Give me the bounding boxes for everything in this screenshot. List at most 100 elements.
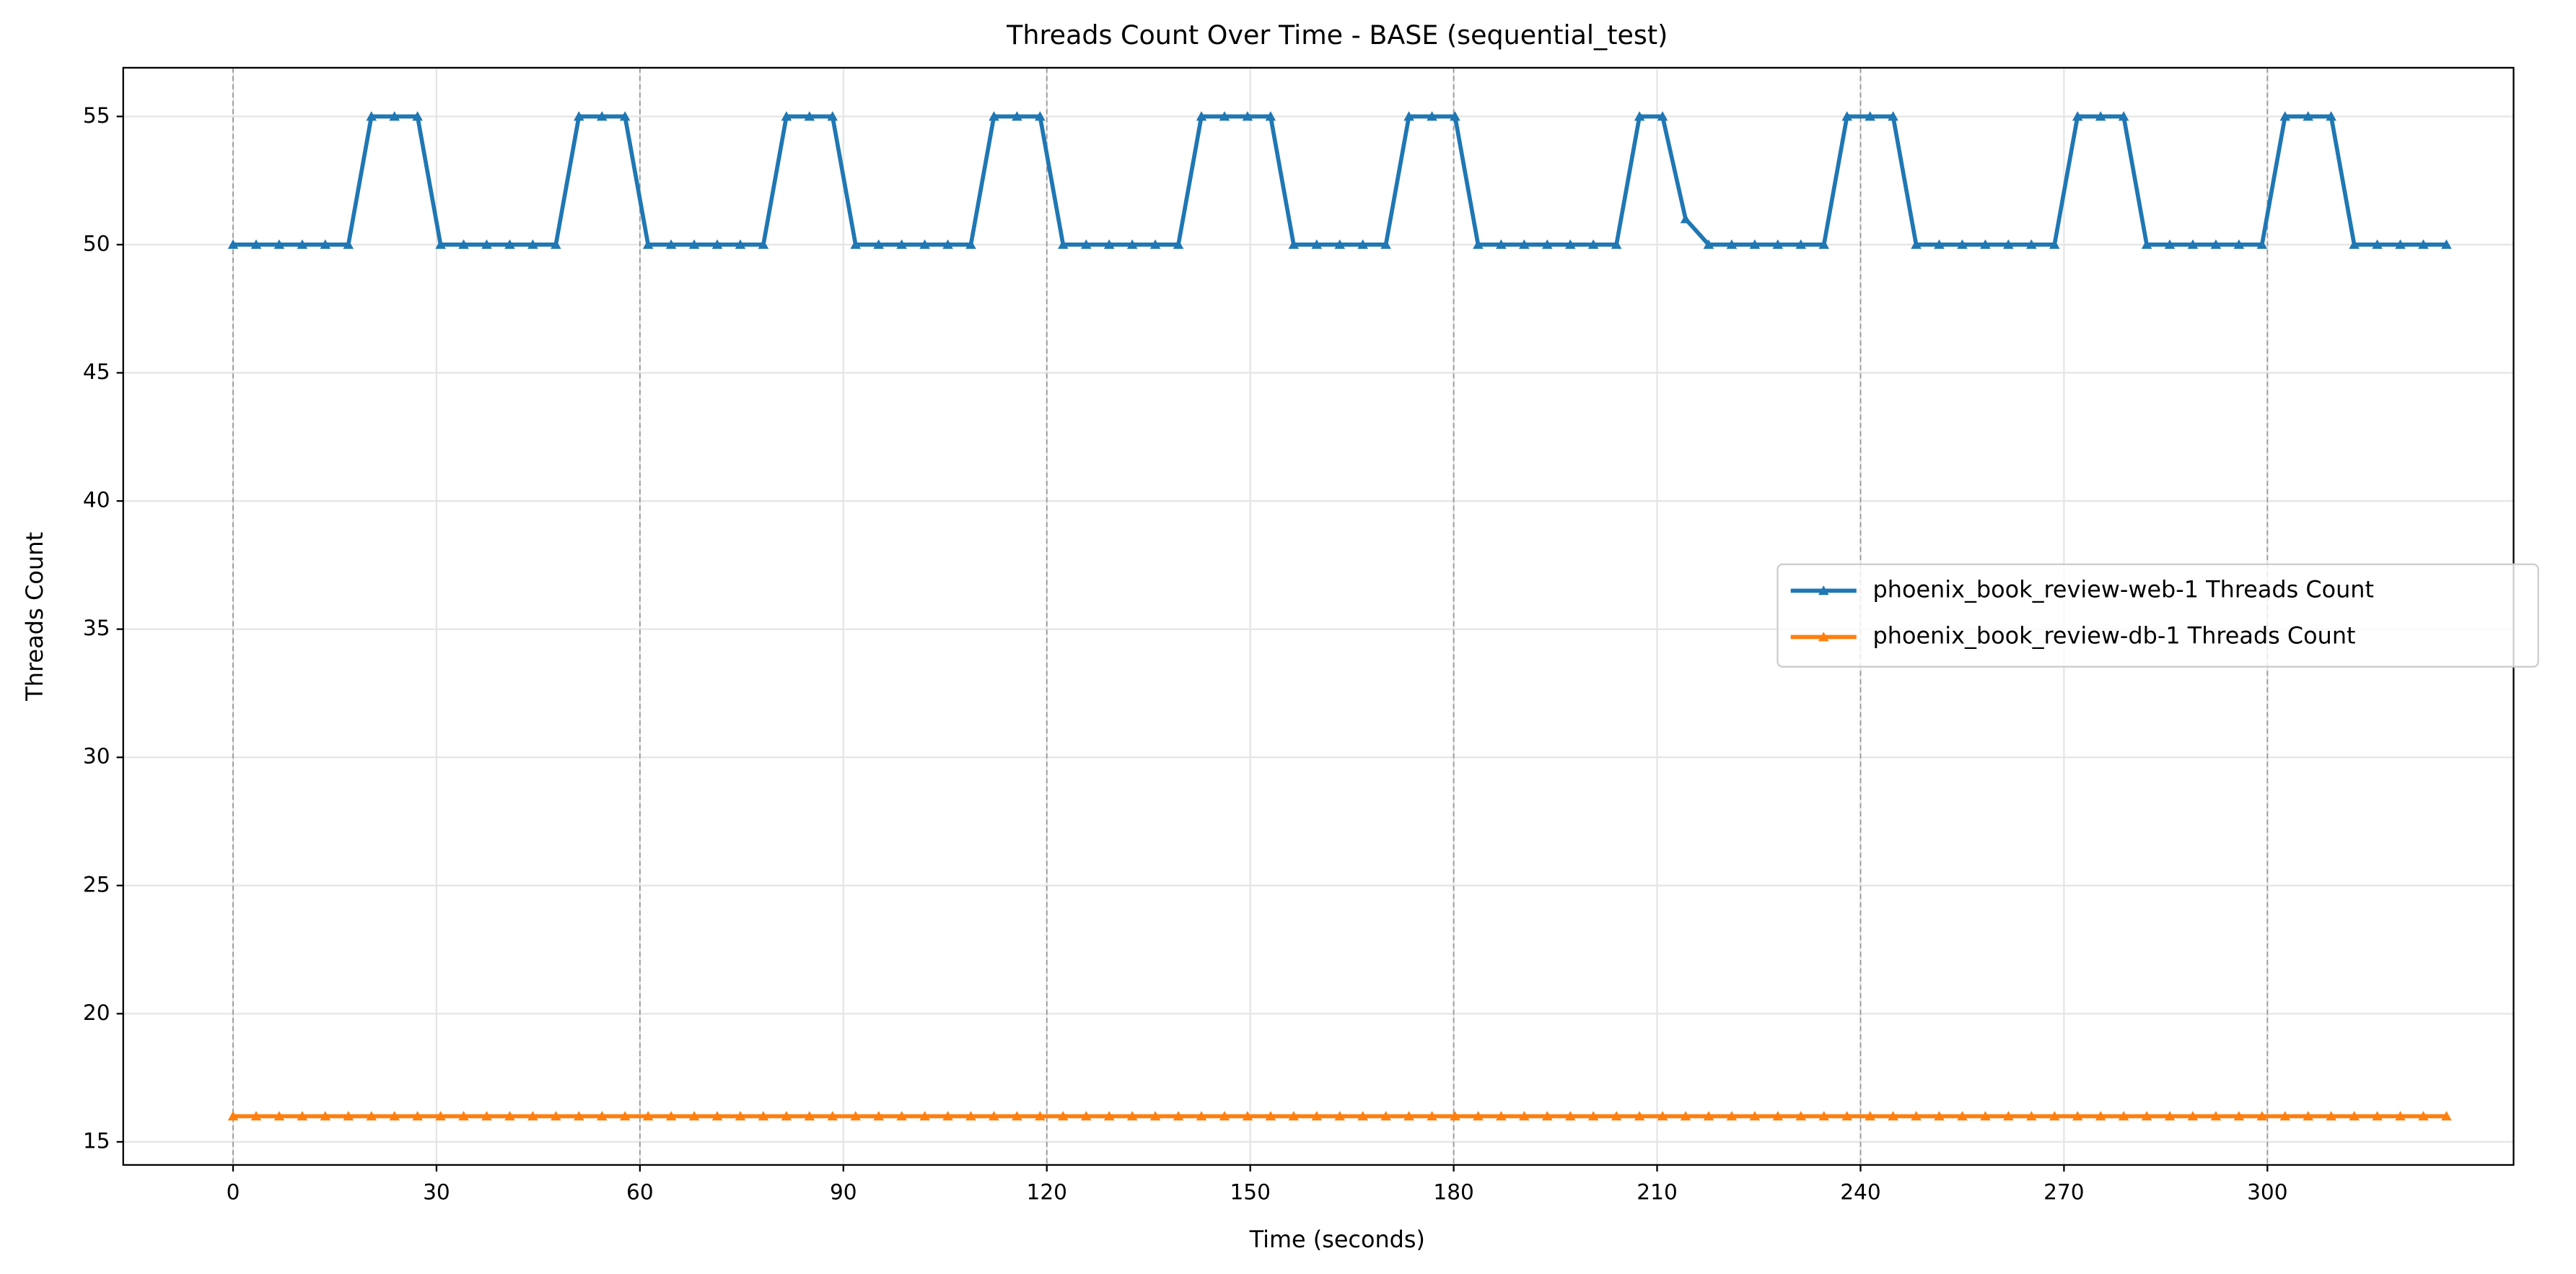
data-point — [2418, 1111, 2429, 1121]
data-point — [2187, 239, 2199, 249]
data-point — [2256, 239, 2268, 249]
data-point — [297, 239, 308, 249]
data-point — [481, 1111, 492, 1121]
y-tick-label: 40 — [83, 487, 110, 512]
data-point — [1980, 239, 1991, 249]
legend-label: phoenix_book_review-db-1 Threads Count — [1873, 621, 2356, 649]
y-tick-label: 55 — [83, 102, 110, 128]
data-point — [1703, 239, 1714, 249]
data-point — [1219, 1111, 1230, 1121]
data-point — [1058, 239, 1069, 249]
data-point — [551, 1111, 561, 1121]
data-point — [1634, 1111, 1645, 1121]
data-point — [366, 1111, 377, 1121]
data-point — [1196, 1111, 1207, 1121]
data-point — [642, 239, 654, 249]
data-point — [735, 239, 746, 249]
data-point — [1103, 239, 1115, 249]
data-point — [1749, 239, 1761, 249]
data-point — [2210, 239, 2222, 249]
x-tick-label: 240 — [1840, 1179, 1880, 1204]
data-point — [343, 1111, 354, 1121]
data-point — [2233, 1111, 2245, 1121]
y-axis-label: Threads Count — [21, 532, 48, 702]
data-point — [1149, 239, 1161, 249]
data-point — [642, 1111, 654, 1121]
data-point — [1080, 1111, 1092, 1121]
data-point — [1334, 1111, 1346, 1121]
x-tick-label: 270 — [2043, 1179, 2084, 1204]
data-point — [2349, 1111, 2360, 1121]
chart-title: Threads Count Over Time - BASE (sequenti… — [1006, 19, 1668, 51]
data-point — [1196, 111, 1207, 121]
data-point — [458, 1111, 469, 1121]
data-point — [1496, 239, 1507, 249]
data-point — [827, 111, 838, 121]
x-tick-label: 0 — [227, 1179, 240, 1204]
data-point — [896, 239, 907, 249]
data-point — [1403, 111, 1414, 121]
data-point — [850, 1111, 862, 1121]
data-point — [1726, 239, 1738, 249]
data-point — [1772, 239, 1784, 249]
data-point — [574, 1111, 584, 1121]
data-point — [2026, 1111, 2037, 1121]
data-point — [2164, 239, 2176, 249]
data-point — [2141, 239, 2152, 249]
data-point — [2095, 111, 2106, 121]
data-point — [527, 239, 538, 249]
data-point — [1772, 1111, 1784, 1121]
data-point — [965, 1111, 976, 1121]
data-point — [1564, 1111, 1576, 1121]
data-point — [1265, 1111, 1276, 1121]
legend-label: phoenix_book_review-web-1 Threads Count — [1873, 575, 2374, 603]
data-point — [1380, 239, 1391, 249]
data-point — [804, 111, 815, 121]
y-tick-label: 35 — [83, 615, 110, 640]
data-point — [989, 1111, 999, 1121]
y-tick-label: 45 — [83, 359, 110, 384]
data-point — [343, 239, 354, 249]
data-point — [1450, 111, 1460, 121]
y-tick-label: 15 — [83, 1127, 110, 1153]
data-point — [1911, 1111, 1922, 1121]
data-point — [1657, 111, 1668, 121]
data-point — [1496, 1111, 1507, 1121]
data-point — [781, 111, 792, 121]
data-point — [1012, 1111, 1022, 1121]
data-point — [551, 239, 561, 249]
data-point — [2003, 1111, 2014, 1121]
data-point — [1242, 111, 1253, 121]
data-point — [527, 1111, 538, 1121]
data-point — [1564, 239, 1576, 249]
data-point — [504, 1111, 515, 1121]
data-point — [1542, 239, 1553, 249]
data-point — [711, 239, 723, 249]
data-point — [1611, 239, 1622, 249]
data-point — [665, 1111, 677, 1121]
data-point — [481, 239, 492, 249]
data-point — [1311, 1111, 1323, 1121]
data-point — [1911, 239, 1922, 249]
data-point — [250, 1111, 262, 1121]
data-point — [1865, 111, 1875, 121]
data-point — [2164, 1111, 2176, 1121]
data-point — [1957, 1111, 1968, 1121]
data-point — [1657, 1111, 1668, 1121]
data-point — [2049, 239, 2060, 249]
data-point — [1403, 1111, 1414, 1121]
data-point — [2395, 1111, 2406, 1121]
data-point — [942, 239, 953, 249]
data-point — [2303, 1111, 2314, 1121]
x-tick-label: 90 — [830, 1179, 857, 1204]
data-point — [1818, 1111, 1830, 1121]
y-tick-label: 20 — [83, 1000, 110, 1025]
data-point — [1288, 1111, 1300, 1121]
data-point — [665, 239, 677, 249]
data-point — [804, 1111, 815, 1121]
legend-marker — [1818, 632, 1829, 642]
data-point — [1587, 1111, 1599, 1121]
data-point — [389, 111, 400, 121]
